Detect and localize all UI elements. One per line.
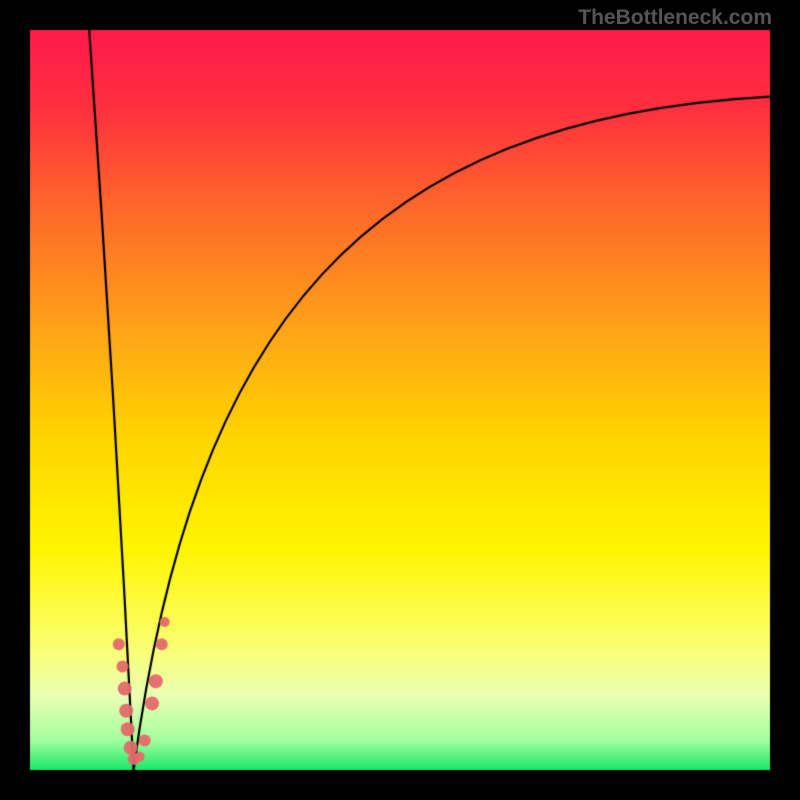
watermark-text: TheBottleneck.com xyxy=(578,6,772,30)
bottleneck-chart xyxy=(0,0,800,800)
